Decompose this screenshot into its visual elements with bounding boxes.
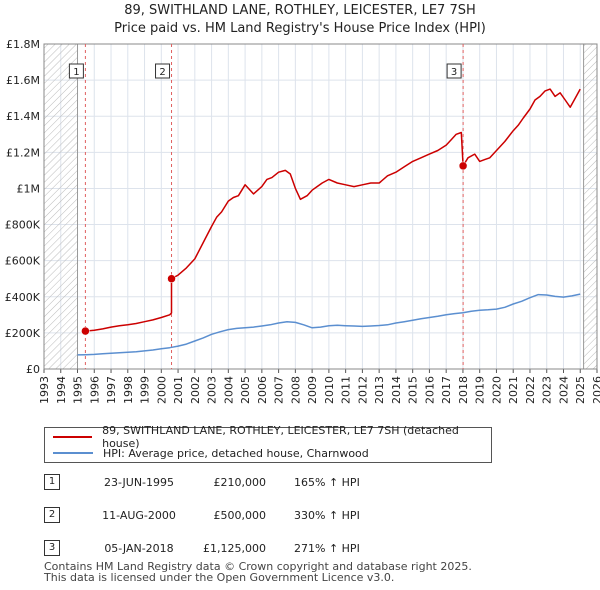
x-tick-label: 2017 xyxy=(440,376,453,404)
x-tick-label: 2021 xyxy=(507,376,520,404)
legend-item-property: 89, SWITHLAND LANE, ROTHLEY, LEICESTER, … xyxy=(53,424,491,450)
x-tick-label: 2005 xyxy=(239,376,252,404)
y-tick-label: £800K xyxy=(5,219,41,232)
sale-label: 3 xyxy=(451,67,457,78)
x-tick-label: 2016 xyxy=(423,376,436,404)
x-tick-label: 1997 xyxy=(105,376,118,404)
x-tick-label: 2012 xyxy=(356,376,369,404)
chart-subtitle: Price paid vs. HM Land Registry's House … xyxy=(114,21,486,36)
legend: 89, SWITHLAND LANE, ROTHLEY, LEICESTER, … xyxy=(44,424,492,463)
footer-licence: This data is licensed under the Open Gov… xyxy=(44,571,395,584)
table-row: 3 05-JAN-2018 £1,125,000 271% ↑ HPI xyxy=(44,540,464,558)
x-tick-label: 2004 xyxy=(222,376,235,404)
y-tick-label: £1.4M xyxy=(6,110,40,123)
x-tick-label: 2001 xyxy=(172,376,185,404)
x-tick-label: 2006 xyxy=(256,376,269,404)
sale-label-box xyxy=(68,63,84,79)
x-tick-label: 2014 xyxy=(390,376,403,404)
x-tick-label: 1995 xyxy=(72,376,85,404)
x-tick-label: 1996 xyxy=(88,376,101,404)
transaction-number: 2 xyxy=(44,507,60,523)
x-tick-label: 2018 xyxy=(457,376,470,404)
x-tick-label: 2015 xyxy=(407,376,420,404)
x-tick-label: 2025 xyxy=(574,376,587,404)
x-tick-label: 2002 xyxy=(189,376,202,404)
x-tick-label: 2020 xyxy=(490,376,503,404)
hatched-region xyxy=(583,44,597,369)
legend-label-hpi: HPI: Average price, detached house, Char… xyxy=(103,446,369,460)
legend-swatch-property xyxy=(53,436,93,438)
sale-label: 2 xyxy=(159,67,165,78)
price-chart: 1993 1994 1995 1996 1997 1998 1999 2000 2001 2002… xyxy=(5,38,600,404)
transaction-hpi: 165% ↑ HPI xyxy=(294,476,360,489)
x-tick-label: 2003 xyxy=(206,376,219,404)
transaction-date: 23-JUN-1995 xyxy=(103,476,175,489)
transaction-number: 3 xyxy=(44,540,60,556)
legend-item-hpi: HPI: Average price, detached house, Char… xyxy=(53,445,369,461)
x-tick-label: 2008 xyxy=(289,376,302,404)
sale-label-box xyxy=(155,63,171,79)
transaction-date: 11-AUG-2000 xyxy=(102,509,176,522)
legend-label-property: 89, SWITHLAND LANE, ROTHLEY, LEICESTER, … xyxy=(102,424,459,450)
sale-point xyxy=(167,274,176,283)
x-tick-label: 1998 xyxy=(122,376,135,404)
footer-copyright: Contains HM Land Registry data © Crown c… xyxy=(44,560,472,573)
x-tick-label: 2026 xyxy=(591,376,600,404)
x-tick-label: 1994 xyxy=(55,376,68,404)
x-tick-label: 2007 xyxy=(273,376,286,404)
hatched-region xyxy=(44,44,78,369)
transaction-date: 05-JAN-2018 xyxy=(104,542,174,555)
transaction-price: £1,125,000 xyxy=(203,542,266,555)
x-tick-label: 2010 xyxy=(323,376,336,404)
x-tick-label: 2024 xyxy=(557,376,570,404)
x-tick-label: 2023 xyxy=(541,376,554,404)
x-tick-label: 2011 xyxy=(340,376,353,404)
x-tick-label: 2022 xyxy=(524,376,537,404)
y-tick-label: £600K xyxy=(5,255,41,268)
sale-label-box xyxy=(446,63,462,79)
x-tick-label: 2019 xyxy=(474,376,487,404)
transaction-hpi: 330% ↑ HPI xyxy=(294,509,360,522)
y-tick-label: £200K xyxy=(5,327,41,340)
plot-border xyxy=(43,43,598,370)
sale-label: 1 xyxy=(73,67,79,78)
y-tick-label: £400K xyxy=(5,291,41,304)
transaction-hpi: 271% ↑ HPI xyxy=(294,542,360,555)
y-tick-label: £1.8M xyxy=(6,38,40,51)
sale-point xyxy=(81,326,90,336)
table-row: 1 23-JUN-1995 £210,000 165% ↑ HPI xyxy=(44,474,464,492)
x-tick-label: 1993 xyxy=(38,376,51,404)
y-tick-label: £1.6M xyxy=(6,74,40,87)
hpi-series-line xyxy=(77,293,581,356)
y-tick-label: £1.2M xyxy=(6,146,40,159)
chart-title: 89, SWITHLAND LANE, ROTHLEY, LEICESTER, … xyxy=(124,3,476,18)
x-tick-label: 2009 xyxy=(306,376,319,404)
transaction-price: £500,000 xyxy=(213,509,267,522)
table-row: 2 11-AUG-2000 £500,000 330% ↑ HPI xyxy=(44,507,464,525)
sale-point xyxy=(458,161,468,171)
y-tick-label: £1M xyxy=(17,182,41,195)
transaction-price: £210,000 xyxy=(213,476,267,489)
x-tick-label: 2013 xyxy=(373,376,386,404)
legend-swatch-hpi xyxy=(53,452,93,454)
y-tick-label: £0 xyxy=(26,363,40,376)
property-series-line xyxy=(85,88,581,332)
footer: Contains HM Land Registry data © Crown c… xyxy=(44,561,472,583)
transaction-number: 1 xyxy=(44,474,60,490)
plot-area xyxy=(44,44,597,369)
x-tick-label: 1999 xyxy=(139,376,152,404)
x-tick-label: 2000 xyxy=(155,376,168,404)
